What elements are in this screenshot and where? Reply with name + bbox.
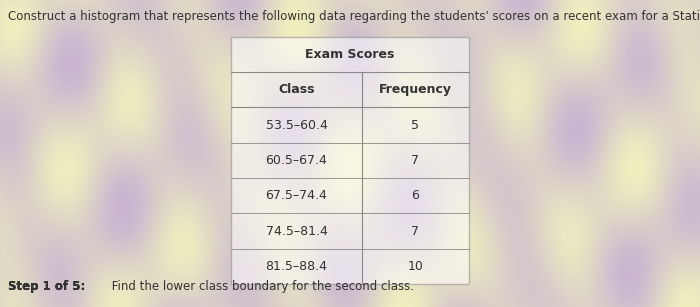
Text: 6: 6 bbox=[412, 189, 419, 202]
Text: 60.5–67.4: 60.5–67.4 bbox=[265, 154, 328, 167]
Text: 7: 7 bbox=[412, 224, 419, 238]
Text: Step 1 of 5:: Step 1 of 5: bbox=[8, 280, 85, 293]
Bar bbox=[231, 37, 469, 284]
Text: 81.5–88.4: 81.5–88.4 bbox=[265, 260, 328, 273]
Text: 67.5–74.4: 67.5–74.4 bbox=[265, 189, 328, 202]
Text: Construct a histogram that represents the following data regarding the students': Construct a histogram that represents th… bbox=[8, 10, 700, 23]
Text: Class: Class bbox=[278, 83, 315, 96]
Text: 5: 5 bbox=[412, 119, 419, 132]
Text: 53.5–60.4: 53.5–60.4 bbox=[265, 119, 328, 132]
Text: 74.5–81.4: 74.5–81.4 bbox=[265, 224, 328, 238]
Text: Step 1 of 5:: Step 1 of 5: bbox=[8, 280, 85, 293]
Text: Find the lower class boundary for the second class.: Find the lower class boundary for the se… bbox=[108, 280, 414, 293]
Text: 7: 7 bbox=[412, 154, 419, 167]
Text: Frequency: Frequency bbox=[379, 83, 452, 96]
Text: Exam Scores: Exam Scores bbox=[305, 48, 395, 61]
Text: Step 1 of 5:: Step 1 of 5: bbox=[8, 280, 85, 293]
Text: 10: 10 bbox=[407, 260, 424, 273]
